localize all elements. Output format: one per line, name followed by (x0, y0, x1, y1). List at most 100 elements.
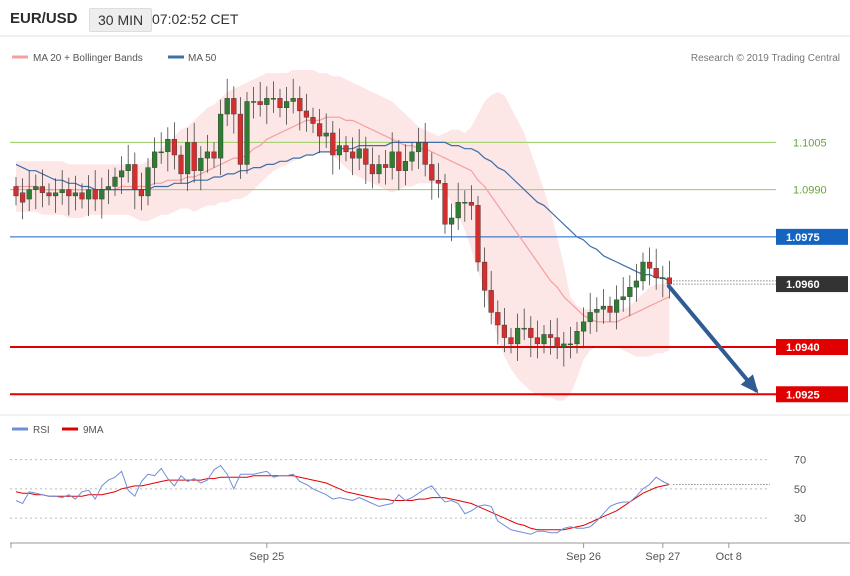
candle-down (92, 189, 98, 200)
candle-up (455, 202, 461, 219)
candle-up (640, 261, 646, 282)
candle-down (350, 151, 356, 159)
candle-up (323, 132, 329, 137)
candle-down (653, 268, 659, 278)
candle-up (158, 151, 164, 154)
credit-label: Research © 2019 Trading Central (691, 53, 840, 64)
chart-header: EUR/USD 30 MIN 07:02:52 CET (0, 0, 850, 36)
candle-up (264, 98, 270, 105)
candle-down (429, 164, 435, 181)
candle-down (495, 312, 501, 326)
resistance-level-label: 1.0975 (786, 232, 820, 244)
bollinger-band (16, 70, 670, 401)
symbol-label[interactable]: EUR/USD (10, 10, 78, 27)
candle-up (633, 280, 640, 288)
candle-up (165, 139, 171, 153)
candle-down (475, 205, 481, 263)
candle-down (191, 142, 197, 171)
candle-down (303, 110, 310, 118)
rsi-tick-label: 50 (794, 484, 806, 496)
candle-up (581, 321, 587, 332)
candle-up (85, 189, 92, 200)
x-axis: Sep 25 Sep 26 Sep 27 Oct 8 (10, 543, 742, 563)
candle-up (594, 309, 600, 313)
rsi-grid: 70 50 30 (10, 455, 806, 525)
candle-up (244, 101, 250, 165)
candle-up (402, 161, 409, 171)
support-level-label: 1.0925 (786, 389, 820, 401)
candle-up (184, 142, 191, 175)
ma50-line (15, 141, 670, 282)
candle-down (211, 151, 217, 159)
candle-down (534, 337, 541, 345)
ma50-legend-label: MA 50 (188, 53, 217, 64)
candle-down (171, 139, 178, 156)
rsi-tick-label: 70 (794, 455, 806, 467)
candle-down (528, 327, 534, 338)
last-price-label: 1.0960 (786, 279, 820, 291)
ma20-legend-label: MA 20 + Bollinger Bands (33, 53, 143, 64)
candle-up (587, 312, 593, 323)
price-legend: MA 20 + Bollinger Bands MA 50 (12, 53, 217, 64)
candle-down (257, 101, 263, 105)
candle-up (284, 101, 290, 108)
last-price-box (776, 276, 848, 293)
forecast-arrow-head (740, 374, 759, 394)
candle-down (363, 148, 369, 165)
candle-down (343, 145, 349, 153)
candle-up (53, 192, 59, 197)
candle-up (250, 101, 257, 103)
candle-up (449, 217, 455, 225)
candle-down (132, 164, 138, 190)
clock-label: 07:02:52 CET (152, 11, 239, 27)
x-axis-tick-label: Sep 26 (566, 551, 601, 563)
candle-up (389, 151, 395, 168)
candle-up (627, 287, 633, 297)
candle-down (435, 179, 442, 184)
rsi-legend-label: RSI (33, 425, 50, 436)
candle-down (666, 277, 673, 285)
candle-up (217, 113, 224, 159)
timeframe-button[interactable]: 30 MIN (89, 8, 153, 32)
candle-up (72, 192, 79, 197)
candle-down (482, 261, 488, 291)
candle-up (376, 164, 382, 175)
support-level-label: 1.0940 (786, 342, 820, 354)
candle-up (515, 327, 521, 345)
candle-down (13, 186, 19, 197)
candle-down (396, 151, 402, 171)
x-axis-tick-label: Oct 8 (716, 551, 742, 563)
pivot-level-label: 1.0990 (793, 185, 827, 197)
candle-up (151, 151, 158, 168)
moving-averages (15, 116, 670, 323)
candle-up (541, 334, 547, 345)
candle-down (39, 186, 46, 193)
rsi-ma-legend-label: 9MA (83, 425, 104, 436)
support-level-box (776, 386, 848, 403)
rsi-tick-label: 30 (794, 513, 806, 525)
candle-down (548, 334, 554, 338)
candle-up (198, 157, 204, 171)
forecast-arrow (666, 284, 759, 394)
candle-up (356, 148, 362, 159)
candle-up (620, 296, 626, 301)
candle-down (277, 98, 283, 108)
candle-up (26, 189, 32, 200)
candles (13, 78, 673, 367)
candle-down (231, 98, 237, 115)
candle-down (138, 189, 145, 197)
candle-up (567, 343, 574, 346)
candle-down (178, 154, 184, 175)
x-axis-tick-label: Sep 25 (249, 551, 284, 563)
candle-down (297, 98, 303, 112)
candle-down (383, 164, 389, 168)
candle-down (237, 113, 244, 165)
support-level-box (776, 339, 848, 356)
candle-up (409, 151, 415, 162)
candle-down (442, 183, 448, 225)
bollinger-band-fill (16, 70, 670, 401)
candle-up (145, 167, 151, 197)
candle-down (330, 132, 336, 156)
candle-up (600, 305, 607, 310)
